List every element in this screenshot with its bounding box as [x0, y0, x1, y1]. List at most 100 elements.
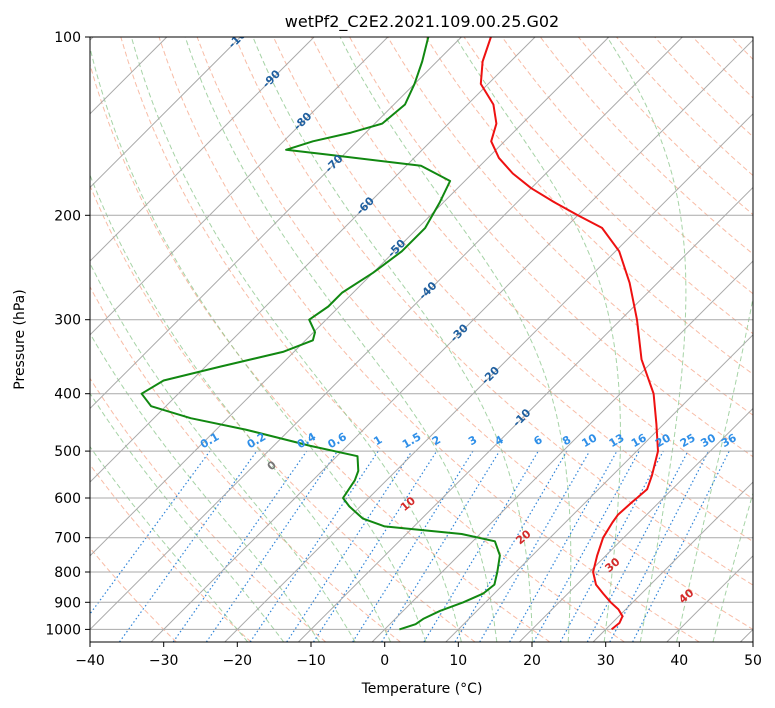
- y-tick-label: 100: [54, 30, 81, 46]
- y-tick-label: 200: [54, 208, 81, 224]
- isotherm-gridline: [150, 39, 753, 642]
- moist-adiabat-label: 20: [513, 527, 533, 547]
- plot-frame: [89, 36, 754, 643]
- dry-adiabat: [90, 377, 327, 642]
- mixing-ratio-label: 36: [719, 431, 739, 450]
- dry-adiabat: [539, 37, 753, 255]
- moist-adiabat: [339, 37, 572, 642]
- isotherm-gridline: [740, 628, 753, 642]
- y-tick-label: 800: [54, 565, 81, 581]
- y-tick-label: 900: [54, 595, 81, 611]
- moist-adiabat: [252, 37, 533, 642]
- moist-adiabat: [90, 262, 356, 642]
- moist-adiabat: [90, 45, 427, 642]
- dry-adiabats: [90, 37, 775, 642]
- y-axis-label: Pressure (hPa): [12, 289, 28, 389]
- isotherm-gridline: [90, 37, 536, 483]
- dry-adiabat: [90, 547, 177, 642]
- dry-adiabat: [578, 37, 753, 216]
- moist-adiabat: [90, 392, 285, 642]
- mixing-ratio-label: 10: [579, 431, 599, 450]
- mixing-ratio-label: 6: [531, 433, 544, 448]
- mixing-ratio-line: [172, 450, 308, 642]
- mixing-ratio-label: 0.2: [245, 430, 268, 451]
- isotherm-gridline: [519, 407, 753, 642]
- x-tick-label: 20: [523, 653, 541, 669]
- dry-adiabat: [90, 463, 252, 642]
- dry-adiabat: [158, 37, 700, 642]
- x-tick-label: −40: [75, 653, 105, 669]
- mixing-ratio-label: 1: [371, 433, 384, 448]
- mixing-ratio-line: [609, 450, 710, 642]
- mixing-ratio-label: 30: [698, 431, 718, 450]
- mixing-ratio-label: 0.1: [198, 430, 221, 451]
- isotherm-gridline: [90, 37, 462, 410]
- isotherm-gridline: [298, 186, 753, 642]
- mixing-ratio-line: [312, 450, 438, 642]
- mixing-ratio-label: 3: [466, 433, 479, 448]
- mixing-ratio-line: [381, 450, 501, 642]
- mixing-ratio-label: 13: [607, 431, 627, 450]
- mixing-ratio-line: [533, 450, 640, 642]
- isotherm-gridline: [90, 37, 389, 336]
- x-axis-label: Temperature (°C): [361, 681, 483, 697]
- y-axis-ticks: 100 200 300 400 500 600 700 800 900 1000: [45, 30, 90, 638]
- moist-adiabat: [90, 332, 320, 642]
- y-tick-label: 700: [54, 531, 81, 547]
- mixing-ratio-label: 25: [678, 431, 698, 450]
- moist-adiabat: [455, 37, 622, 642]
- x-tick-label: 50: [744, 653, 762, 669]
- mixing-ratio-line: [509, 450, 618, 642]
- x-tick-label: 30: [597, 653, 615, 669]
- x-tick-label: 0: [380, 653, 389, 669]
- moist-adiabat: [712, 491, 753, 642]
- dry-adiabat: [196, 37, 753, 630]
- temperature-profile: [479, 37, 659, 631]
- y-tick-label: 500: [54, 444, 81, 460]
- mixing-ratio-label: 16: [629, 431, 649, 450]
- mixing-ratio-line: [632, 450, 730, 642]
- dry-adiabat: [349, 37, 753, 458]
- isotherm-gridline: [90, 37, 683, 631]
- isotherm-gridline: [90, 37, 610, 557]
- moist-adiabat-label: 40: [676, 586, 696, 606]
- dry-adiabat: [272, 37, 753, 543]
- x-tick-label: −10: [296, 653, 326, 669]
- isotherm-gridlines: [90, 37, 753, 642]
- dry-adiabat: [654, 37, 753, 138]
- x-tick-label: 10: [449, 653, 467, 669]
- mixing-ratio-lines: [90, 450, 730, 642]
- moist-adiabat: [90, 173, 392, 642]
- moist-adiabat-label: 10: [398, 494, 418, 514]
- moist-adiabat: [184, 37, 498, 642]
- plot-area: -100-90-80-70-60-50-40-30-20-10 0.1 0.2 0.…: [90, 37, 775, 642]
- chart-title: wetPf2_C2E2.2021.109.00.25.G02: [285, 12, 559, 32]
- mixing-ratio-line: [454, 450, 568, 642]
- dry-adiabat: [311, 37, 753, 500]
- mixing-ratio-label: 0.4: [295, 430, 319, 451]
- moist-adiabat: [90, 445, 249, 642]
- dry-adiabat: [425, 37, 753, 375]
- dry-adiabat: [90, 62, 551, 642]
- isotherm-gridline: [90, 37, 241, 189]
- isotherm-labels: -100-90-80-70-60-50-40-30-20-10: [226, 37, 534, 429]
- y-tick-label: 300: [54, 313, 81, 329]
- isotherm-gridline: [90, 37, 315, 262]
- y-tick-label: 600: [54, 491, 81, 507]
- dry-adiabat: [120, 37, 625, 642]
- dry-adiabat: [90, 184, 476, 642]
- mixing-ratio-line: [586, 450, 689, 642]
- isobar-gridlines: [90, 37, 753, 630]
- dry-adiabat: [234, 37, 753, 586]
- x-tick-label: −20: [223, 653, 253, 669]
- sounding-profiles: [140, 37, 659, 631]
- isotherm-gridline: [666, 555, 753, 642]
- isotherm-gridline: [224, 113, 753, 642]
- moist-adiabat-label: 0: [265, 458, 279, 473]
- mixing-ratio-line: [479, 450, 591, 642]
- y-tick-label: 1000: [45, 622, 81, 638]
- dry-adiabat: [769, 37, 775, 642]
- mixing-ratio-label: 2: [430, 433, 443, 448]
